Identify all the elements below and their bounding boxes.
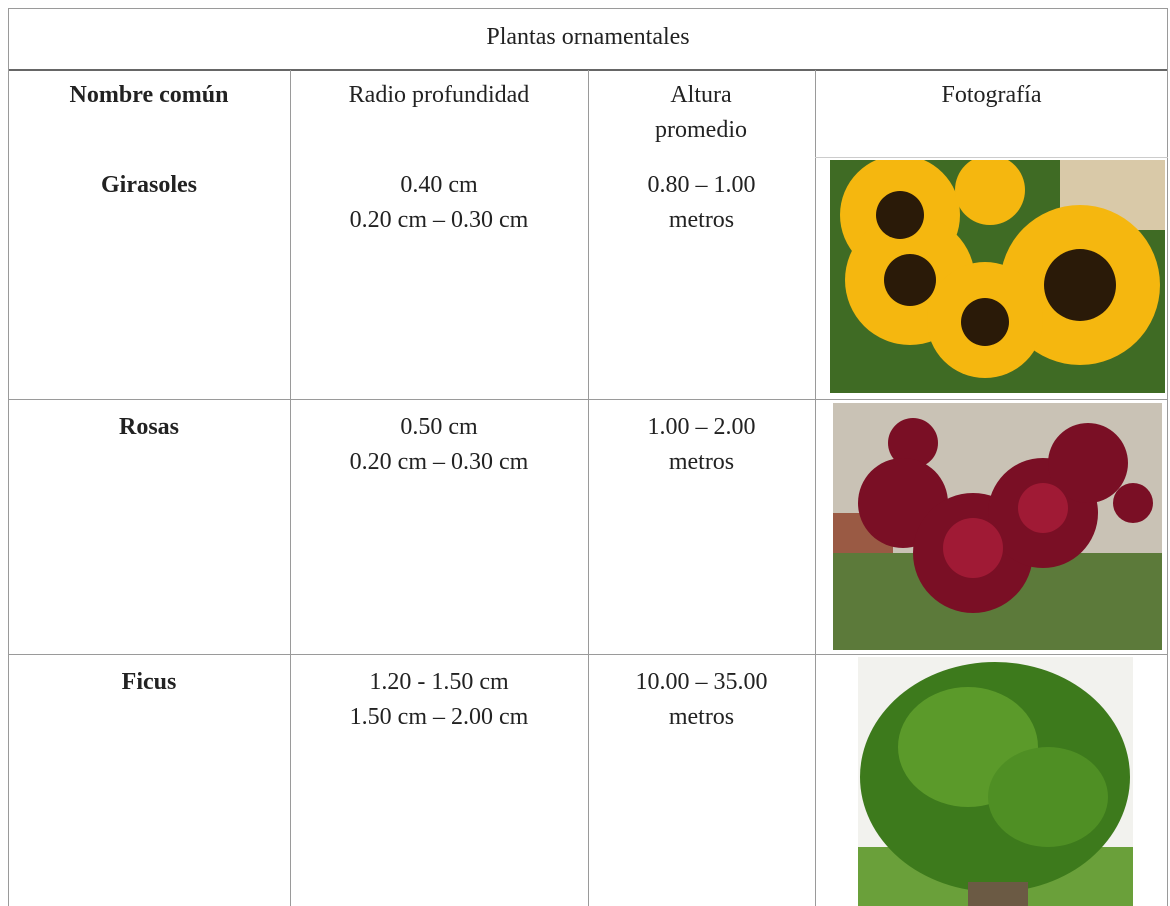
radio-line: 0.20 cm – 0.30 cm [349,449,529,475]
radio-line: 0.50 cm [400,414,478,440]
radio-line: 0.20 cm – 0.30 cm [349,207,529,233]
header-cell: Radio profundidad [348,82,530,108]
radio-line: 0.40 cm [400,172,478,198]
sunflower-photo [830,160,1165,393]
border [290,70,291,906]
plant-name: Girasoles [101,172,197,198]
table-title: Plantas ornamentales [486,24,690,50]
border [8,8,9,906]
altura-line: metros [668,207,735,233]
altura-line: 0.80 – 1.00 [647,172,756,198]
border [815,70,816,906]
radio-line: 1.20 - 1.50 cm [369,669,509,695]
roses-photo [833,403,1162,650]
ficus-photo [858,657,1133,906]
plant-name: Rosas [118,414,179,440]
border [8,8,1168,9]
header-cell: Altura promedio [655,82,747,143]
radio-line: 1.50 cm – 2.00 cm [349,704,529,730]
border [8,399,1168,400]
border [815,157,1168,158]
border [588,70,589,906]
header-cell: Nombre común [69,82,229,108]
altura-line: metros [668,449,735,475]
border [1167,8,1168,906]
plant-name: Ficus [121,669,177,695]
altura-line: metros [668,704,735,730]
altura-line: 1.00 – 2.00 [647,414,756,440]
header-cell: Fotografía [941,82,1042,108]
border [8,654,1168,655]
altura-line: 10.00 – 35.00 [635,669,768,695]
